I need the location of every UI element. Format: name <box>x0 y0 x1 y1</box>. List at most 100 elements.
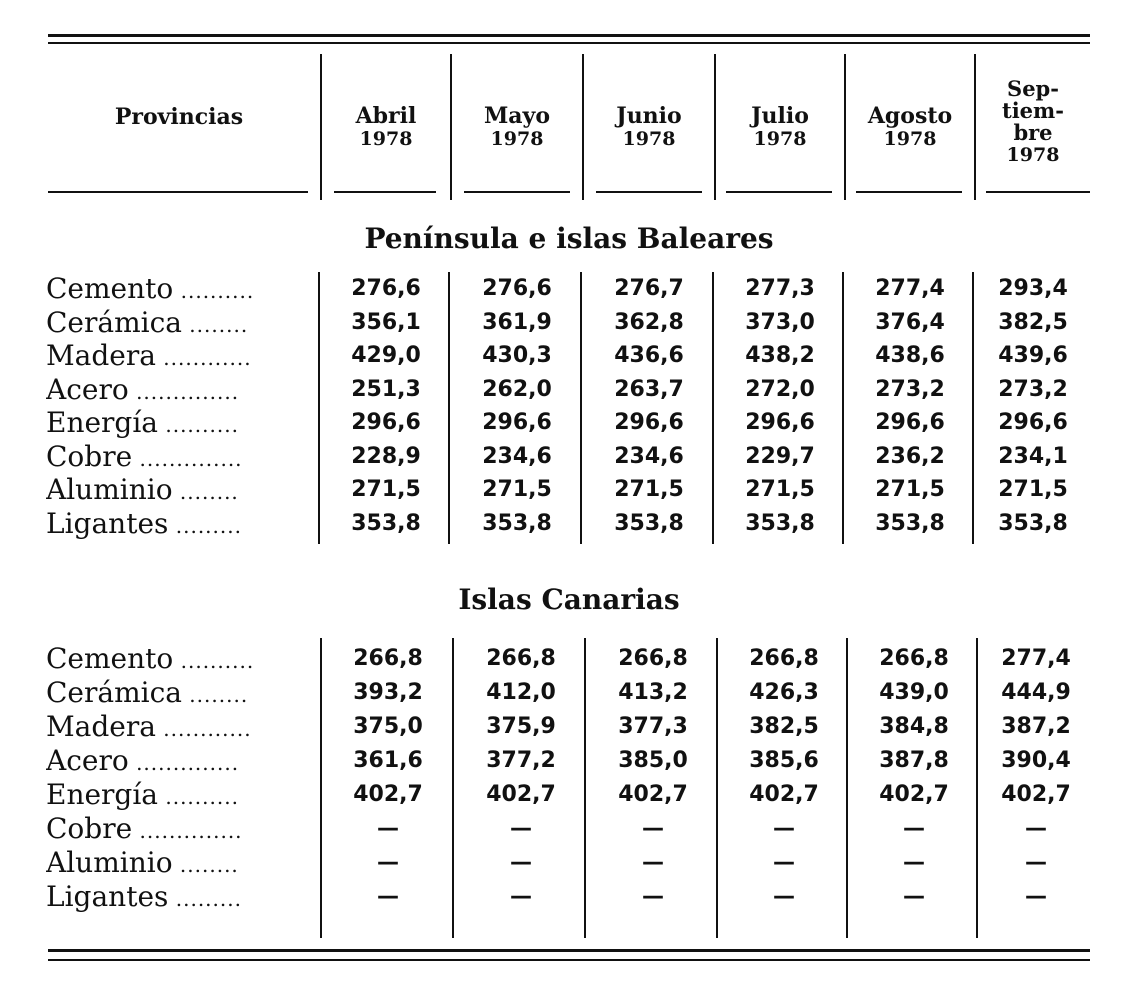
table-cell: 402,7 <box>353 782 423 807</box>
table-cell: — <box>903 884 925 909</box>
table-cell: — <box>377 850 399 875</box>
table-cell: 377,3 <box>618 714 688 739</box>
column-divider <box>320 638 322 938</box>
table-cell: 271,5 <box>351 477 421 502</box>
table-cell: 393,2 <box>353 680 423 705</box>
table-cell: 387,8 <box>879 748 949 773</box>
table-cell: — <box>773 816 795 841</box>
header-month-mayo: Mayo 1978 <box>452 104 582 150</box>
header-month-junio: Junio 1978 <box>584 104 714 150</box>
header-underline <box>48 191 308 193</box>
table-row: Aluminio ........ — — — — — — <box>0 846 1132 879</box>
table-row: Cerámica ........ 356,1 361,9 362,8 373,0 376… <box>0 306 1132 339</box>
table-cell: 353,8 <box>745 510 815 536</box>
header-month-label: Junio <box>616 103 682 129</box>
table-cell: 377,2 <box>486 748 556 773</box>
table-cell: 296,6 <box>351 410 421 435</box>
table-cell: 444,9 <box>1001 680 1071 705</box>
section-title-peninsula: Península e islas Baleares <box>364 222 774 255</box>
header-underline <box>856 191 962 193</box>
table-cell: 390,4 <box>1001 748 1071 773</box>
top-rule-thick <box>48 34 1090 37</box>
table-cell: — <box>773 884 795 909</box>
table-cell: 385,6 <box>749 748 819 773</box>
row-label: Cemento .......... <box>46 272 308 308</box>
header-month-agosto: Agosto 1978 <box>846 104 974 150</box>
row-label: Cobre .............. <box>46 440 308 476</box>
header-provincias: Provincias <box>114 104 244 130</box>
table-cell: 277,3 <box>745 276 815 301</box>
row-label-text: Cerámica <box>46 676 182 709</box>
table-cell: 382,5 <box>998 309 1068 335</box>
table-cell: — <box>1025 816 1047 841</box>
table-cell: 402,7 <box>879 782 949 807</box>
row-label: Energía .......... <box>46 778 308 814</box>
row-label-text: Acero <box>46 744 129 777</box>
table-cell: 276,7 <box>614 276 684 301</box>
header-month-septiembre: Sep- tiem- bre 1978 <box>976 76 1090 167</box>
table-cell: 438,2 <box>745 343 815 368</box>
row-label-text: Energía <box>46 406 158 439</box>
bottom-rule-thick <box>48 949 1090 952</box>
column-divider <box>976 638 978 938</box>
row-label: Acero .............. <box>46 744 308 780</box>
table-cell: 402,7 <box>618 782 688 807</box>
header-month-label: Julio <box>751 103 809 129</box>
row-label: Cerámica ........ <box>46 306 308 342</box>
table-cell: 353,8 <box>351 510 421 536</box>
table-cell: 276,6 <box>351 276 421 301</box>
table-cell: 376,4 <box>875 309 945 335</box>
table-cell: 382,5 <box>749 714 819 739</box>
header-year-label: 1978 <box>490 128 544 150</box>
bottom-rule-thin <box>48 959 1090 961</box>
column-divider <box>842 272 844 544</box>
table-row: Energía .......... 296,6 296,6 296,6 296,6 29… <box>0 406 1132 439</box>
table-cell: 426,3 <box>749 680 819 705</box>
table-cell: 273,2 <box>998 376 1068 402</box>
leader-dots: ............ <box>155 717 252 741</box>
row-label: Cerámica ........ <box>46 676 308 712</box>
leader-dots: .......... <box>158 413 239 437</box>
table-cell: — <box>1025 850 1047 875</box>
leader-dots: ........ <box>181 312 249 337</box>
table-cell: 436,6 <box>614 343 684 368</box>
header-month-line-3: bre <box>1013 120 1053 145</box>
leader-dots: .......... <box>158 785 239 809</box>
column-divider <box>584 638 586 938</box>
row-label-text: Energía <box>46 778 158 811</box>
table-row: Acero .............. 251,3 262,0 263,7 272,0… <box>0 373 1132 406</box>
table-cell: 236,2 <box>875 443 945 469</box>
column-divider <box>318 272 320 544</box>
table-cell: 402,7 <box>749 782 819 807</box>
table-cell: 413,2 <box>618 680 688 705</box>
leader-dots: .............. <box>128 751 240 775</box>
row-label: Aluminio ........ <box>46 846 308 882</box>
table-cell: 266,8 <box>486 646 556 671</box>
row-label-text: Ligantes <box>46 880 169 913</box>
table-cell: 402,7 <box>1001 782 1071 807</box>
row-label: Cemento .......... <box>46 642 308 678</box>
row-label: Cobre .............. <box>46 812 308 848</box>
table-cell: 375,0 <box>353 714 423 739</box>
table-row: Cemento .......... 276,6 276,6 276,7 277,3 27… <box>0 272 1132 305</box>
table-row: Ligantes ......... — — — — — — <box>0 880 1132 913</box>
row-label: Madera ............ <box>46 339 308 375</box>
table-cell: 296,6 <box>875 410 945 435</box>
table-cell: 276,6 <box>482 276 552 301</box>
header-month-line-1: Sep- <box>1007 76 1059 101</box>
top-rule-thin <box>48 42 1090 44</box>
column-divider <box>716 638 718 938</box>
table-cell: 272,0 <box>745 376 815 402</box>
table-cell: 385,0 <box>618 748 688 773</box>
table-row: Ligantes ......... 353,8 353,8 353,8 353,8 35… <box>0 507 1132 540</box>
leader-dots: .............. <box>132 446 243 471</box>
table-cell: — <box>642 850 664 875</box>
row-label: Acero .............. <box>46 373 308 409</box>
table-cell: 402,7 <box>486 782 556 807</box>
table-cell: 375,9 <box>486 714 556 739</box>
row-label-text: Madera <box>46 710 156 743</box>
table-row: Acero .............. 361,6 377,2 385,0 385,6… <box>0 744 1132 777</box>
table-row: Madera ............ 429,0 430,3 436,6 438,2 4… <box>0 339 1132 372</box>
table-cell: 438,6 <box>875 343 945 368</box>
row-label-text: Cobre <box>46 812 133 845</box>
